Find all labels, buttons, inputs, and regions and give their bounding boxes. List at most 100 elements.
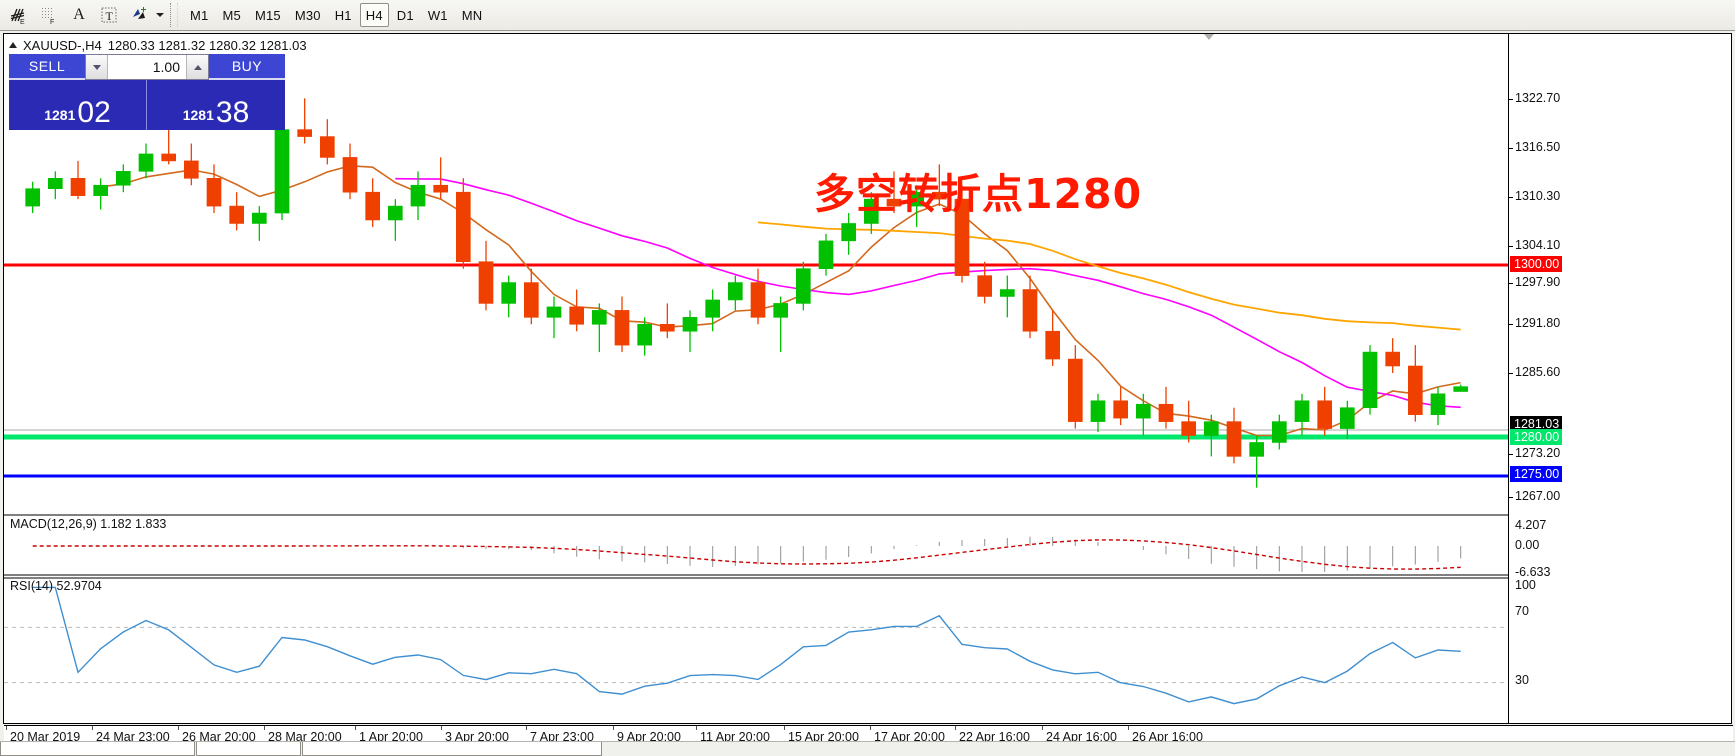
- chart-shift-marker-icon[interactable]: [1204, 34, 1214, 40]
- time-tick: [92, 726, 93, 730]
- candlestick: [70, 160, 86, 200]
- candlestick: [456, 178, 471, 269]
- time-tick: [696, 726, 697, 730]
- price-tick-label: 1316.50: [1515, 140, 1561, 154]
- candlestick: [614, 296, 630, 353]
- resistance-level-tag[interactable]: 1300.00: [1510, 256, 1563, 272]
- time-tick: [613, 726, 614, 730]
- indicators-icon[interactable]: E: [5, 2, 33, 28]
- timeframe-d1[interactable]: D1: [396, 7, 414, 23]
- candlestick: [1453, 384, 1468, 392]
- candlestick: [1430, 386, 1446, 426]
- candlestick: [1294, 393, 1310, 436]
- candlestick: [1408, 345, 1423, 422]
- time-tick: [955, 726, 956, 730]
- price-scale-divider: [1508, 34, 1509, 723]
- objects-icon[interactable]: [125, 2, 153, 28]
- toolbar-separator: [170, 3, 178, 27]
- price-tick: [1508, 283, 1513, 284]
- buy-price-prefix: 1281: [182, 107, 214, 123]
- timeframe-m15[interactable]: M15: [254, 7, 281, 23]
- candlestick: [637, 317, 652, 356]
- timeframe-mn[interactable]: MN: [461, 7, 483, 23]
- tab-chart-1[interactable]: [0, 742, 195, 756]
- candlestick: [750, 268, 766, 325]
- timeframe-h4[interactable]: H4: [359, 3, 389, 27]
- chart-annotation-text[interactable]: 多空转折点1280: [814, 170, 1143, 218]
- macd-indicator-label[interactable]: MACD(12,26,9) 1.182 1.833: [10, 517, 167, 531]
- time-tick-label: 1 Apr 20:00: [359, 730, 423, 744]
- candlestick: [138, 143, 154, 179]
- timeframe-m30[interactable]: M30: [294, 7, 321, 23]
- chart-canvas[interactable]: 1322.70 1316.50 1310.30 1304.10 1297.90 1291.…: [4, 34, 1731, 723]
- rsi-scale-label: 70: [1515, 604, 1529, 618]
- sell-price-display[interactable]: 1281 02: [9, 80, 147, 130]
- candlestick: [682, 310, 698, 353]
- volume-stepper[interactable]: 1.00: [85, 54, 209, 80]
- support-level-tag[interactable]: 1275.00: [1510, 466, 1563, 482]
- macd-signal-line: [32, 539, 1461, 570]
- candlestick: [206, 164, 222, 214]
- price-tick-label: 1310.30: [1515, 189, 1561, 203]
- volume-value[interactable]: 1.00: [108, 55, 186, 79]
- candlestick: [796, 261, 811, 311]
- rsi-indicator-label[interactable]: RSI(14) 52.9704: [10, 579, 102, 593]
- current-price-tag[interactable]: 1281.03: [1510, 416, 1563, 432]
- candlestick: [116, 164, 131, 193]
- rsi-scale-label: 30: [1515, 673, 1529, 687]
- price-tick: [1508, 246, 1513, 247]
- price-tick: [1508, 324, 1513, 325]
- time-tick: [441, 726, 442, 730]
- candlestick: [388, 199, 403, 241]
- one-click-trading-panel[interactable]: SELL 1.00 BUY 1281 02 1281 38: [9, 54, 285, 130]
- candlestick: [1226, 407, 1242, 464]
- price-tick-label: 1322.70: [1515, 91, 1561, 105]
- volume-decrease-button[interactable]: [86, 55, 108, 79]
- price-plot-layer: [4, 98, 1508, 705]
- timeframe-m1[interactable]: M1: [190, 7, 209, 23]
- time-tick: [355, 726, 356, 730]
- time-tick-label: 15 Apr 20:00: [788, 730, 859, 744]
- timeframe-h1[interactable]: H1: [334, 7, 352, 23]
- price-tick: [1508, 99, 1513, 100]
- candlestick: [1158, 386, 1174, 429]
- candlestick: [1136, 393, 1151, 436]
- time-tick-label: 26 Apr 16:00: [1132, 730, 1203, 744]
- time-tick: [870, 726, 871, 730]
- sell-button[interactable]: SELL: [9, 54, 85, 80]
- crosshair-grid-icon[interactable]: F: [35, 2, 63, 28]
- pivot-level-tag[interactable]: 1280.00: [1510, 429, 1563, 445]
- timeframe-m5[interactable]: M5: [222, 7, 241, 23]
- time-tick: [1042, 726, 1043, 730]
- candlestick: [886, 171, 902, 214]
- buy-button[interactable]: BUY: [209, 54, 285, 80]
- chart-tabs-bar: [0, 741, 1735, 756]
- candlestick: [1249, 435, 1264, 488]
- candlestick: [841, 213, 856, 255]
- tab-chart-3[interactable]: [302, 742, 602, 756]
- candlestick: [1113, 386, 1128, 426]
- collapse-triangle-icon[interactable]: [9, 42, 17, 48]
- tab-chart-2[interactable]: [196, 742, 301, 756]
- candlestick: [773, 296, 788, 353]
- sell-price-prefix: 1281: [44, 107, 76, 123]
- timeframe-w1[interactable]: W1: [427, 7, 448, 23]
- candlestick: [252, 206, 267, 241]
- time-tick-label: 7 Apr 23:00: [530, 730, 594, 744]
- macd-scale-label: 0.00: [1515, 538, 1540, 552]
- text-label-icon[interactable]: T: [95, 2, 123, 28]
- candlestick: [229, 192, 244, 231]
- buy-price-display[interactable]: 1281 38: [147, 80, 285, 130]
- candlestick: [501, 275, 516, 318]
- objects-dropdown-caret-icon[interactable]: [154, 2, 166, 28]
- text-tool-icon[interactable]: A: [73, 6, 85, 23]
- price-tick-label: 1267.00: [1515, 489, 1561, 503]
- candlestick: [909, 185, 924, 227]
- candlestick: [1362, 345, 1378, 415]
- chart-window[interactable]: 1322.70 1316.50 1310.30 1304.10 1297.90 1291.…: [3, 33, 1733, 749]
- price-tick-label: 1304.10: [1515, 238, 1561, 252]
- volume-increase-button[interactable]: [186, 55, 208, 79]
- time-tick-label: 28 Mar 20:00: [268, 730, 342, 744]
- candlestick: [297, 98, 312, 144]
